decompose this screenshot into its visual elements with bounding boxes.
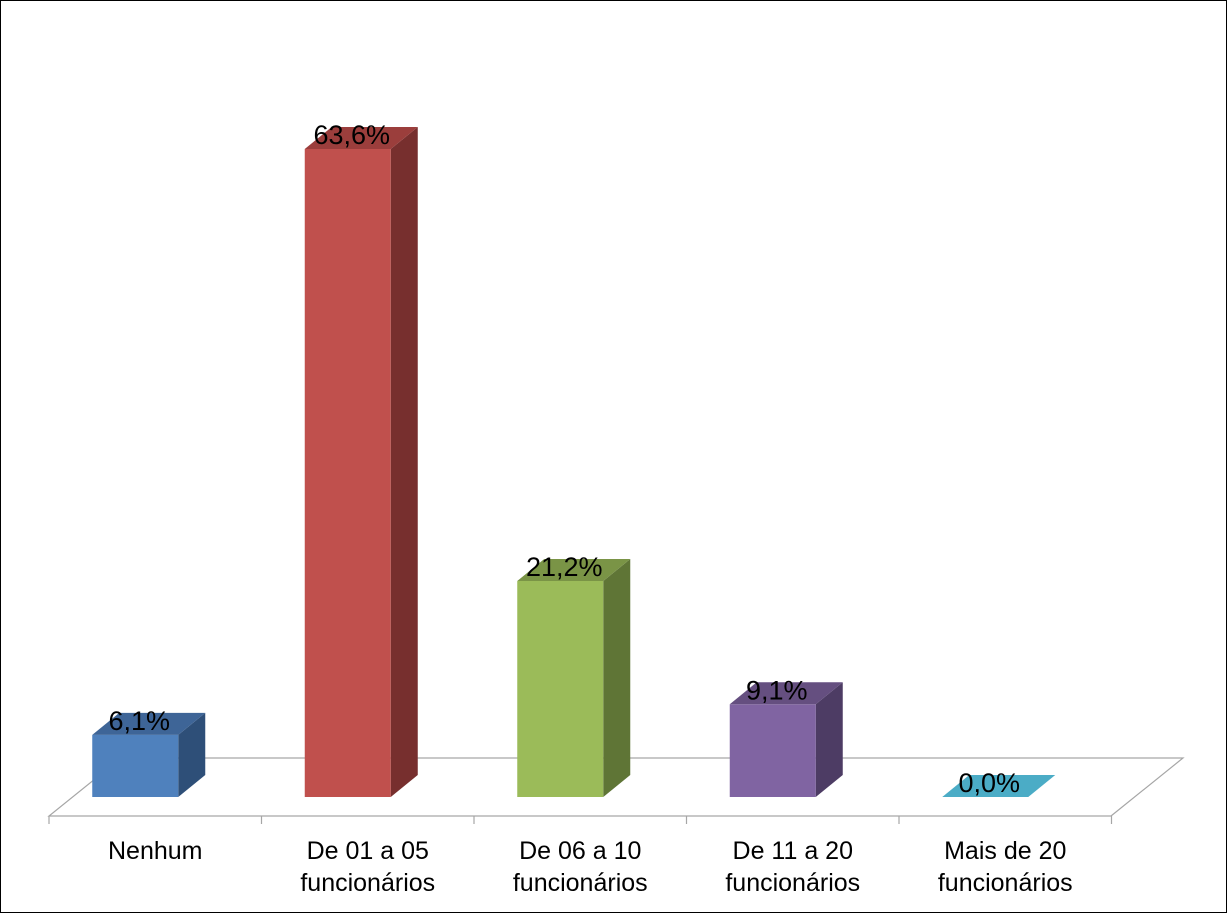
category-label: funcionários	[300, 869, 435, 897]
category-label: De 11 a 20	[733, 837, 853, 865]
bar-front	[517, 581, 604, 797]
bar-top	[517, 559, 631, 581]
category-label: funcionários	[938, 869, 1073, 897]
bar-group	[517, 559, 631, 797]
bar-top	[304, 127, 418, 149]
category-label: De 06 a 10	[519, 837, 641, 865]
category-label: De 01 a 05	[307, 837, 429, 865]
category-label: Nenhum	[108, 837, 203, 865]
bar-group	[304, 127, 418, 797]
bar-group	[729, 682, 843, 797]
bar-top	[729, 682, 843, 705]
category-axis	[48, 816, 1113, 824]
bar-top	[942, 775, 1056, 797]
category-label: Mais de 20	[944, 837, 1066, 865]
bar-group	[92, 712, 206, 797]
data-label: 0,0%	[958, 768, 1020, 798]
bar-top	[92, 712, 206, 735]
data-label: 21,2%	[526, 552, 603, 582]
bar-front	[304, 149, 391, 797]
category-labels: Nenhum De 01 a 05 funcionários De 06 a 10 fu…	[108, 837, 1073, 897]
bar-side	[178, 712, 206, 797]
data-label: 6,1%	[108, 706, 170, 736]
bar-front	[92, 734, 179, 797]
bar-side	[603, 559, 631, 797]
data-labels: 6,1% 63,6% 21,2% 9,1% 0,0%	[108, 120, 1020, 798]
category-label: funcionários	[725, 869, 860, 897]
bar-side	[815, 682, 843, 797]
bar-side	[390, 127, 418, 797]
bar-front	[729, 704, 816, 797]
bars	[92, 127, 1056, 797]
category-label: funcionários	[513, 869, 648, 897]
bar-group	[942, 775, 1056, 797]
data-label: 9,1%	[746, 675, 808, 705]
data-label: 63,6%	[313, 120, 390, 150]
